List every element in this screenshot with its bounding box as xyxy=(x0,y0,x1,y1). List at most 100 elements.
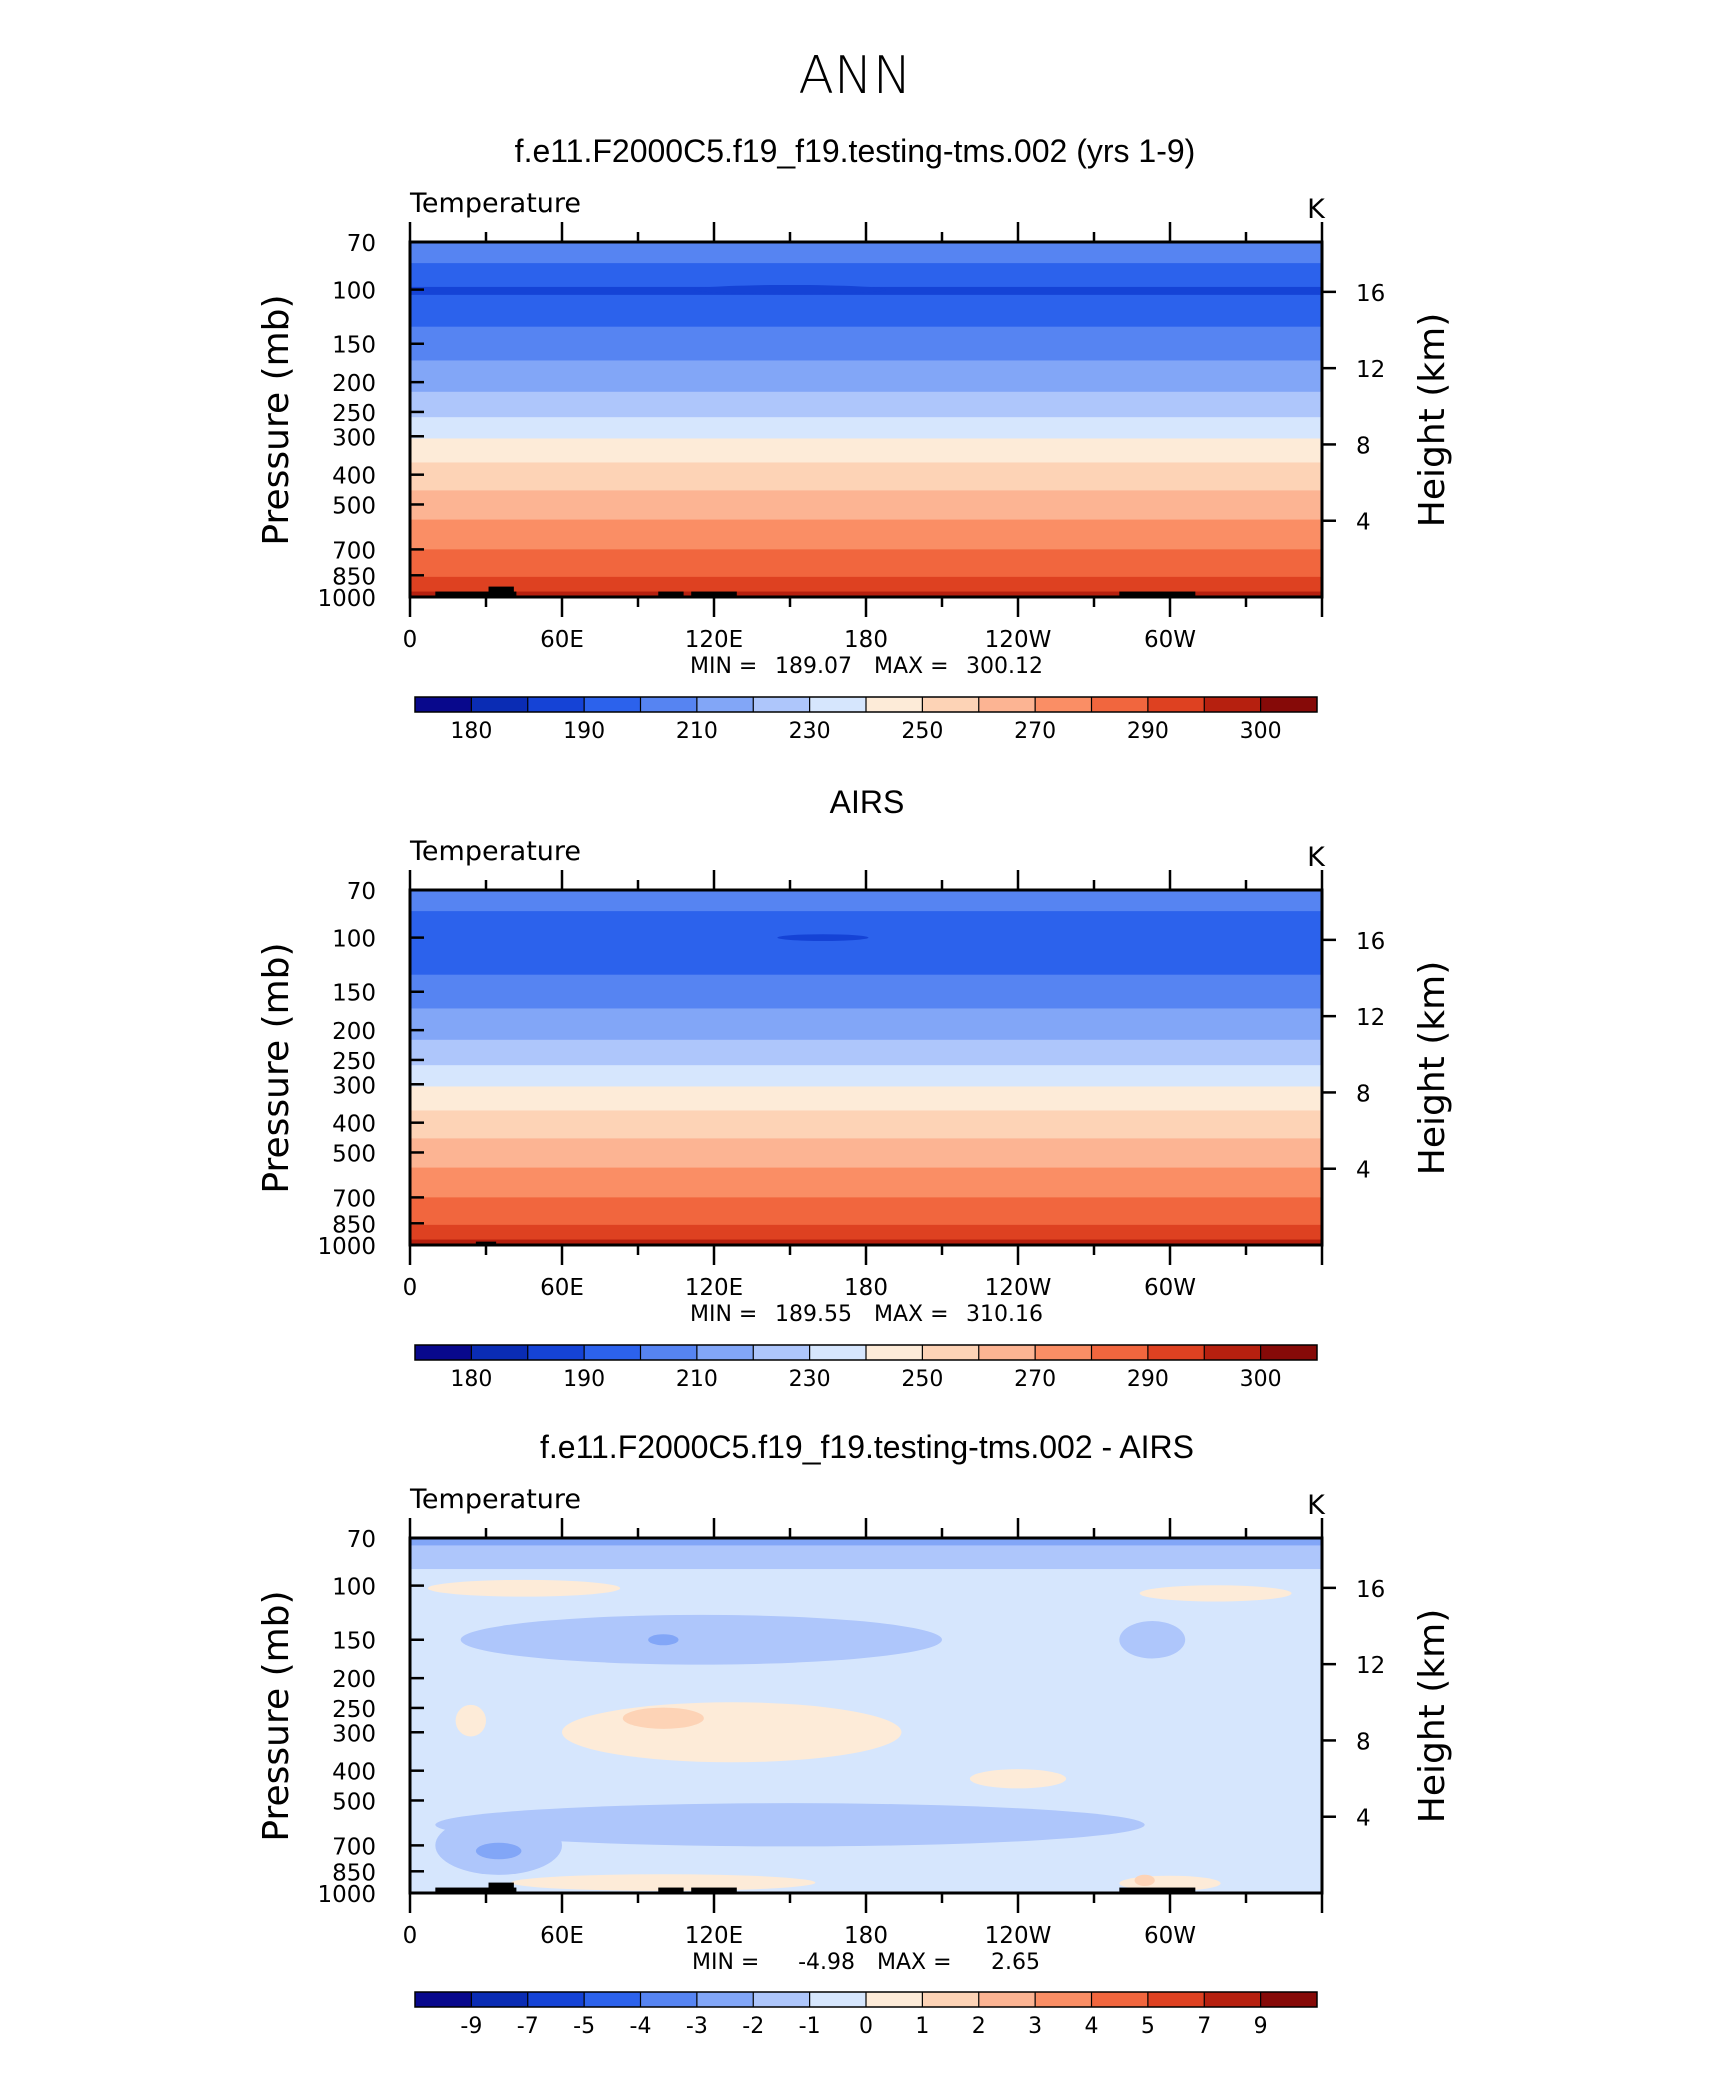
terrain-mask xyxy=(658,1887,684,1893)
panel-diff-units-label: K xyxy=(1307,1490,1326,1521)
colorbar-swatch xyxy=(753,697,811,712)
panel-model-max-value: 300.12 xyxy=(966,654,1043,679)
colorbar-label: -9 xyxy=(460,2014,482,2039)
right-tick-label: 12 xyxy=(1356,1653,1385,1679)
contour-band xyxy=(410,1167,1322,1198)
x-tick-label: 60E xyxy=(540,627,584,653)
colorbar-swatch xyxy=(1035,697,1092,712)
x-tick-label: 180 xyxy=(844,1275,888,1301)
colorbar-label: -2 xyxy=(742,2014,764,2039)
colorbar-label: 0 xyxy=(859,2014,873,2039)
terrain-mask xyxy=(488,1882,514,1893)
y-tick-label: 850 xyxy=(332,1212,376,1238)
colorbar-swatch xyxy=(866,1992,923,2007)
colorbar-swatch xyxy=(1260,1345,1318,1360)
panel-diff-colorbar: -9 -7 -5 -4 -3 -2 -1 0 1 2 3 4 5 7 9 xyxy=(414,1991,1318,2039)
colorbar-swatch xyxy=(809,697,867,712)
colorbar-label: -4 xyxy=(630,2014,652,2039)
contour-band xyxy=(410,549,1322,578)
right-tick-label: 12 xyxy=(1356,1005,1385,1031)
y-tick-label: 400 xyxy=(332,1760,376,1786)
right-tick-label: 8 xyxy=(1356,1729,1371,1755)
colorbar-swatch xyxy=(584,1992,641,2007)
colorbar-swatch xyxy=(922,1992,980,2007)
colorbar-swatch xyxy=(1035,1345,1092,1360)
panel-model-min-label: MIN = xyxy=(690,654,757,679)
colorbar-swatch xyxy=(1147,1345,1205,1360)
y-tick-label: 300 xyxy=(332,425,376,451)
colorbar-swatch xyxy=(1260,697,1318,712)
contour-region xyxy=(475,1842,522,1860)
colorbar-label: 250 xyxy=(901,719,943,744)
contour-band xyxy=(410,934,1322,944)
contour-band xyxy=(410,242,1322,264)
colorbar-swatch xyxy=(1091,697,1149,712)
contour-band xyxy=(410,417,1322,439)
y-tick-label: 700 xyxy=(332,538,376,564)
right-tick-label: 4 xyxy=(1356,1806,1371,1832)
y-tick-label: 70 xyxy=(347,1527,376,1553)
y-tick-label: 100 xyxy=(332,1575,376,1601)
contour-region xyxy=(455,1704,486,1737)
panel-model-units-label: K xyxy=(1307,194,1326,225)
terrain-mask xyxy=(691,591,737,597)
colorbar-label: 270 xyxy=(1014,719,1056,744)
panel-diff-max-value: 2.65 xyxy=(991,1950,1040,1975)
colorbar-label: 9 xyxy=(1254,2014,1268,2039)
panel-model-right-axis-label: Height (km) xyxy=(1412,313,1453,527)
terrain-mask xyxy=(1119,1887,1196,1893)
colorbar-label: 7 xyxy=(1197,2014,1211,2039)
panel-diff-title: f.e11.F2000C5.f19_f19.testing-tms.002 - … xyxy=(540,1429,1194,1465)
panel-model-colorbar: 180 190 210 230 250 270 290 300 xyxy=(414,696,1318,744)
contour-band xyxy=(410,438,1322,463)
colorbar-swatch xyxy=(471,1345,529,1360)
colorbar-swatch xyxy=(978,1345,1036,1360)
colorbar-swatch xyxy=(527,1992,585,2007)
colorbar-label: 230 xyxy=(789,719,831,744)
x-tick-label: 60W xyxy=(1144,627,1196,653)
y-tick-label: 700 xyxy=(332,1186,376,1212)
contour-band xyxy=(410,1138,1322,1169)
right-tick-label: 4 xyxy=(1356,1158,1371,1184)
colorbar-swatch xyxy=(640,1992,698,2007)
colorbar-label: 300 xyxy=(1240,719,1282,744)
contour-band xyxy=(410,1538,1322,1546)
right-tick-label: 16 xyxy=(1356,929,1385,955)
right-tick-label: 12 xyxy=(1356,357,1385,383)
colorbar-label: 1 xyxy=(915,2014,929,2039)
y-tick-label: 500 xyxy=(332,493,376,519)
x-tick-label: 120W xyxy=(985,1275,1052,1301)
colorbar-swatch xyxy=(696,1992,754,2007)
terrain-mask xyxy=(475,1241,497,1245)
y-tick-label: 70 xyxy=(347,879,376,905)
contour-band xyxy=(410,974,1322,1009)
contour-band xyxy=(410,462,1322,491)
contour-region xyxy=(622,1707,704,1729)
terrain-mask xyxy=(658,591,684,597)
y-tick-label: 150 xyxy=(332,333,376,359)
terrain-mask xyxy=(1119,591,1196,597)
colorbar-label: 180 xyxy=(450,1367,492,1392)
y-tick-label: 400 xyxy=(332,1112,376,1138)
panel-diff-y-axis-label: Pressure (mb) xyxy=(256,1590,297,1841)
x-tick-label: 120E xyxy=(685,1923,743,1949)
colorbar-label: -1 xyxy=(799,2014,821,2039)
colorbar-swatch xyxy=(978,697,1036,712)
right-tick-label: 8 xyxy=(1356,1081,1371,1107)
panel-obs-min-value: 189.55 xyxy=(775,1302,852,1327)
x-tick-label: 60E xyxy=(540,1923,584,1949)
colorbar-label: 210 xyxy=(676,719,718,744)
y-tick-label: 700 xyxy=(332,1834,376,1860)
x-tick-label: 180 xyxy=(844,1923,888,1949)
colorbar-swatch xyxy=(978,1992,1036,2007)
contour-band xyxy=(410,294,1322,328)
colorbar-swatch xyxy=(922,697,980,712)
colorbar-swatch xyxy=(1147,1992,1205,2007)
colorbar-swatch xyxy=(809,1345,867,1360)
panel-diff-min-value: -4.98 xyxy=(798,1950,855,1975)
contour-region xyxy=(969,1769,1067,1789)
y-tick-label: 150 xyxy=(332,981,376,1007)
contour-band xyxy=(410,890,1322,912)
